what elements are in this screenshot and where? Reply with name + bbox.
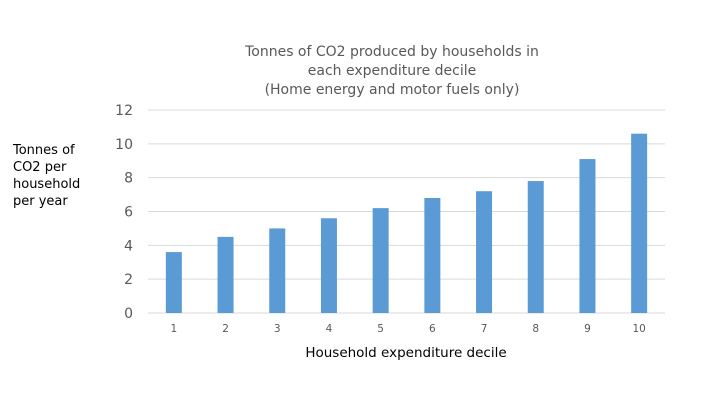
x-tick-label: 5 (377, 323, 384, 335)
bar-decile-4 (320, 218, 337, 313)
x-tick-label: 9 (584, 323, 591, 335)
y-tick-label: 4 (124, 238, 133, 254)
x-tick-label: 7 (481, 323, 488, 335)
x-tick-label: 1 (171, 323, 178, 335)
x-tick-label: 6 (429, 323, 436, 335)
x-tick-label: 2 (222, 323, 229, 335)
bar-decile-1 (165, 252, 182, 313)
chart-title-line-3: (Home energy and motor fuels only) (265, 82, 520, 98)
y-tick-label: 10 (115, 137, 133, 153)
gridlines (148, 109, 665, 314)
y-axis-label-line-4: per year (13, 194, 68, 209)
chart-title: Tonnes of CO2 produced by households in … (244, 44, 539, 98)
y-axis-label-line-2: CO2 per (13, 160, 67, 175)
y-tick-label: 6 (124, 205, 133, 221)
bars (165, 133, 648, 313)
y-axis-ticks: 0 2 4 6 8 10 12 (115, 103, 133, 322)
x-tick-label: 4 (326, 323, 333, 335)
y-axis-label: Tonnes of CO2 per household per year (13, 142, 93, 210)
bar-decile-6 (424, 197, 441, 313)
y-tick-label: 12 (115, 103, 133, 119)
x-tick-label: 8 (532, 323, 539, 335)
y-tick-label: 2 (124, 272, 133, 288)
y-tick-label: 0 (124, 306, 133, 322)
x-tick-label: 10 (632, 323, 645, 335)
bar-decile-2 (217, 236, 234, 313)
x-axis-label: Household expenditure decile (305, 345, 506, 361)
y-axis-label-line-1: Tonnes of (13, 143, 75, 158)
bar-decile-5 (372, 208, 389, 313)
bar-decile-10 (631, 133, 648, 313)
bar-decile-3 (269, 228, 286, 313)
y-tick-label: 8 (124, 171, 133, 187)
bar-decile-7 (476, 191, 493, 313)
bar-decile-9 (579, 159, 596, 313)
chart-title-line-1: Tonnes of CO2 produced by households in (244, 44, 539, 60)
x-tick-label: 3 (274, 323, 281, 335)
x-axis-ticks: 1 2 3 4 5 6 7 8 9 10 (171, 323, 646, 335)
chart-title-line-2: each expenditure decile (308, 63, 476, 79)
y-axis-label-line-3: household (13, 177, 81, 192)
bar-decile-8 (527, 181, 544, 313)
